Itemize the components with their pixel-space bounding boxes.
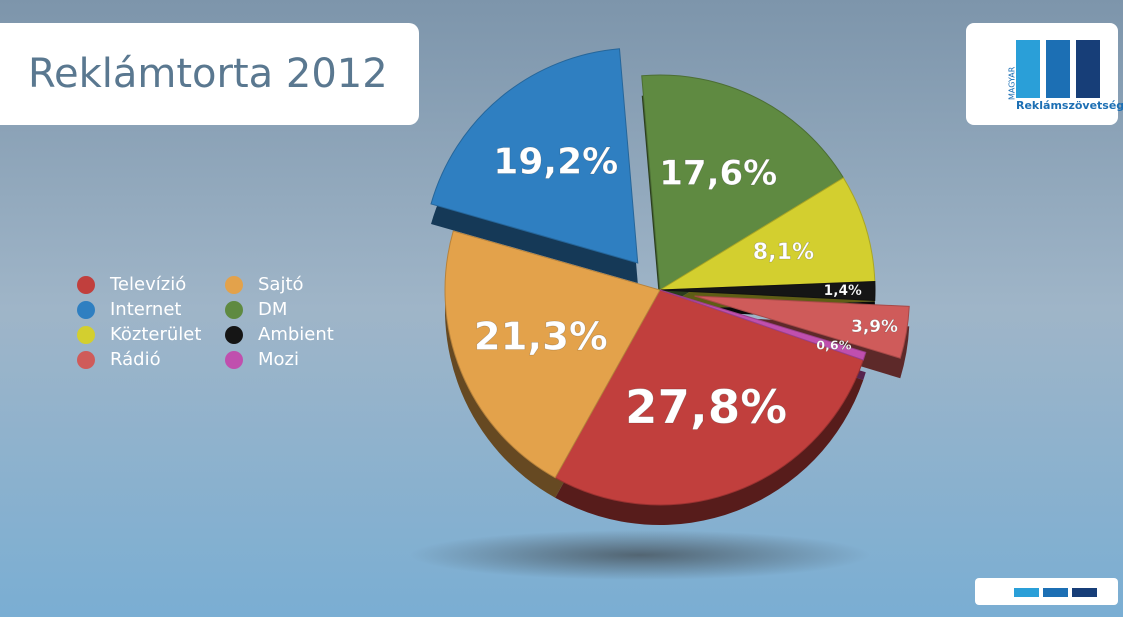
- nav-block: [1072, 588, 1097, 597]
- legend-label: Mozi: [258, 349, 299, 370]
- nav-block: [1014, 588, 1039, 597]
- legend-marker: [77, 301, 95, 319]
- data-label: 17,6%: [659, 153, 777, 193]
- slice: [659, 280, 876, 301]
- data-label: 1,4%: [824, 283, 862, 299]
- slice: [694, 295, 910, 359]
- logo-block: [1046, 40, 1070, 98]
- slice: [641, 74, 845, 291]
- nav-block: [1043, 588, 1068, 597]
- slice: [554, 289, 864, 506]
- legend-marker: [77, 276, 95, 294]
- legend-marker: [225, 301, 243, 319]
- chart-title: Reklámtorta 2012: [28, 51, 388, 97]
- data-label: 21,3%: [474, 315, 608, 360]
- legend-label: Közterület: [110, 324, 201, 345]
- logo-text: MAGYAR: [1008, 66, 1017, 100]
- legend-marker: [77, 351, 95, 369]
- legend-label: Sajtó: [258, 274, 304, 295]
- legend-label: Ambient: [258, 324, 334, 345]
- legend-label: Internet: [110, 299, 181, 320]
- legend-label: Televízió: [109, 274, 186, 295]
- slice: [430, 48, 639, 264]
- slice: [444, 230, 661, 479]
- legend-label: Rádió: [110, 349, 161, 370]
- data-label: 19,2%: [493, 141, 618, 182]
- slice: [658, 177, 876, 291]
- title-box: [0, 23, 419, 125]
- logo-block: [1016, 40, 1040, 98]
- logo-block: [1076, 40, 1100, 98]
- slice: [659, 289, 867, 361]
- data-label: 0,6%: [816, 339, 852, 354]
- logo-text: Reklámszövetség: [1016, 99, 1123, 112]
- legend-marker: [225, 276, 243, 294]
- legend-marker: [77, 326, 95, 344]
- data-label: 8,1%: [753, 239, 814, 265]
- legend-marker: [225, 351, 243, 369]
- data-label: 27,8%: [625, 381, 787, 435]
- data-label: 3,9%: [851, 316, 898, 336]
- legend-label: DM: [258, 299, 287, 320]
- legend-marker: [225, 326, 243, 344]
- pie-shadow: [410, 530, 870, 580]
